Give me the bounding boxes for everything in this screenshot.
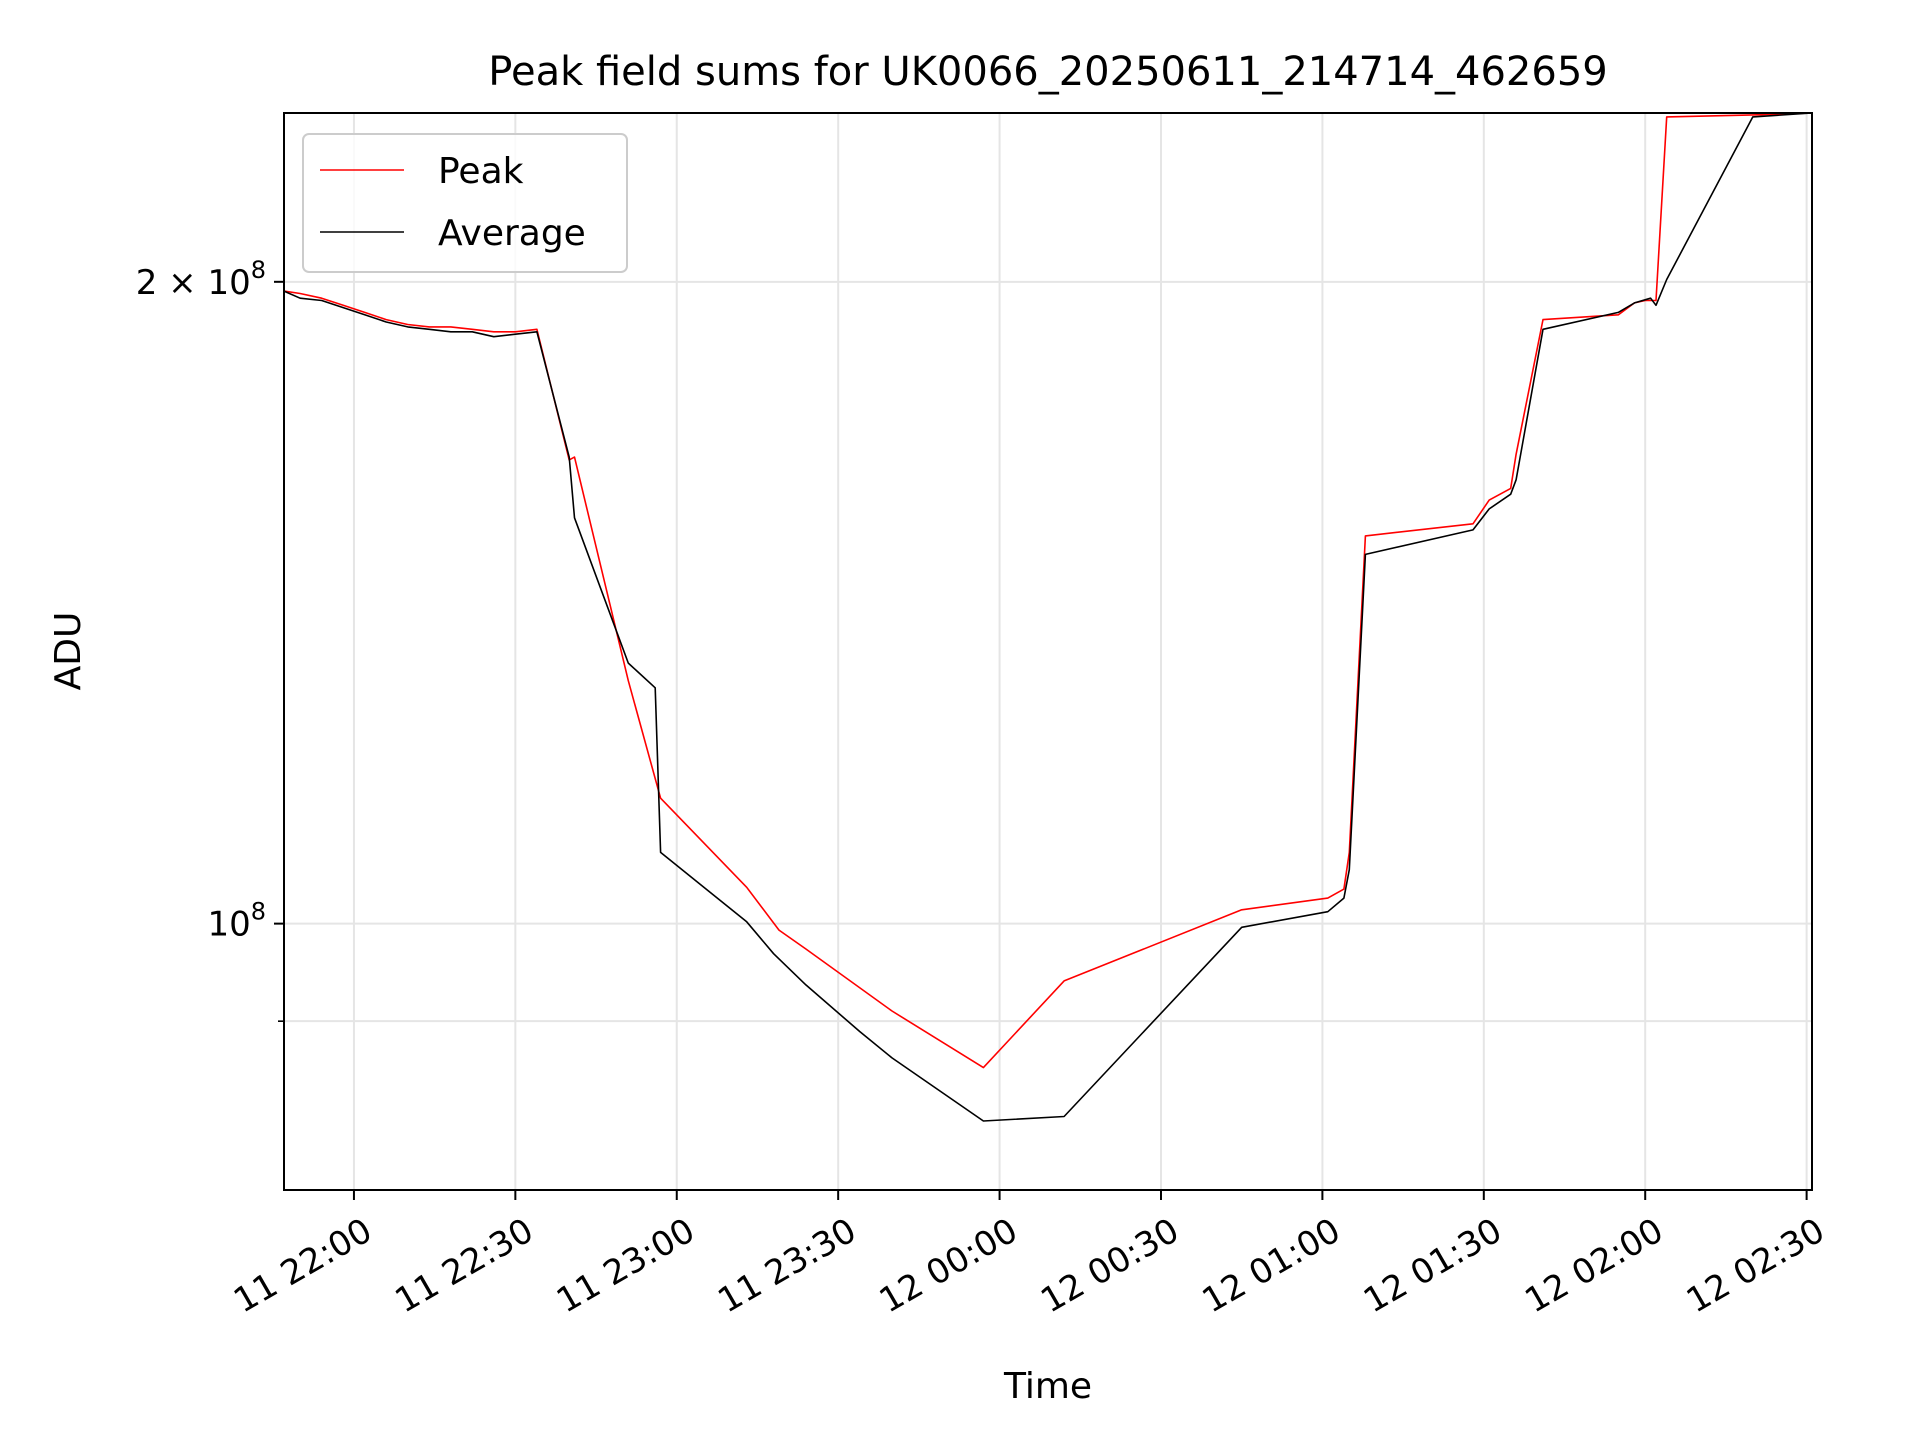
legend-label-peak: Peak [438,151,524,192]
series-line-peak [283,112,1813,1069]
x-tick-label: 12 02:30 [1680,1211,1832,1322]
x-tick-label: 11 23:00 [550,1211,702,1322]
axis-ticks: 11 22:00 11 22:30 11 23:00 11 23:30 12 00:00… [136,256,1832,1321]
legend-box [302,133,628,273]
y-tick-label: 2 × 108 [136,256,266,303]
chart-title: Peak field sums for UK0066_20250611_2147… [488,49,1607,95]
series-line-average [283,112,1813,1122]
x-tick-label: 12 00:00 [873,1211,1025,1322]
x-tick-label: 12 01:00 [1196,1211,1348,1322]
y-axis-label: ADU [48,612,89,691]
x-tick-label: 11 22:30 [389,1211,541,1322]
grid [284,113,1812,1190]
legend: Peak Average [302,133,628,273]
legend-label-average: Average [438,213,586,254]
y-tick-label: 108 [207,898,266,945]
x-tick-label: 11 23:30 [711,1211,863,1322]
plot-frame [283,112,1813,1191]
x-tick-label: 12 02:00 [1518,1211,1670,1322]
x-tick-label: 11 22:00 [227,1211,379,1322]
plot-lines [283,112,1813,1122]
x-axis-label: Time [1003,1366,1092,1407]
x-tick-label: 12 01:30 [1357,1211,1509,1322]
x-tick-label: 12 00:30 [1034,1211,1186,1322]
